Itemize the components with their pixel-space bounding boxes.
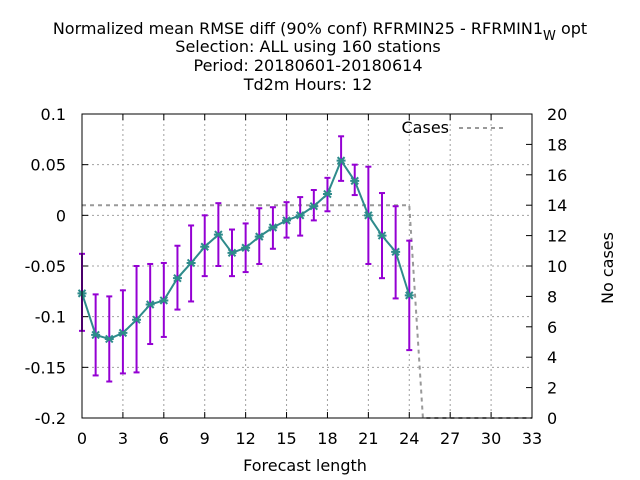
data-point xyxy=(282,216,292,225)
y-tick-label: -0.05 xyxy=(25,257,66,276)
y2-tick-label: 10 xyxy=(547,257,567,276)
data-point xyxy=(336,156,346,165)
x-axis-ticks: 0 3 6 9 12 15 18 21 24 27 30 33 xyxy=(77,114,542,448)
x-tick-label: 15 xyxy=(276,429,296,448)
data-point xyxy=(145,300,155,309)
y-tick-label: -0.15 xyxy=(25,358,66,377)
data-point xyxy=(213,230,223,239)
plot-frame xyxy=(81,113,533,419)
x-axis-label: Forecast length xyxy=(243,456,367,475)
data-point xyxy=(159,296,169,305)
data-point xyxy=(200,242,210,251)
y2-tick-label: 8 xyxy=(547,287,557,306)
x-tick-label: 21 xyxy=(358,429,378,448)
data-point xyxy=(268,223,278,232)
x-tick-label: 27 xyxy=(440,429,460,448)
y2-tick-label: 18 xyxy=(547,135,567,154)
title-line-3: Period: 20180601-20180614 xyxy=(193,56,422,75)
x-tick-label: 9 xyxy=(200,429,210,448)
x-tick-label: 30 xyxy=(481,429,501,448)
y2-axis-label: No cases xyxy=(598,232,617,304)
data-point xyxy=(350,176,360,186)
data-point xyxy=(172,273,182,283)
x-tick-label: 3 xyxy=(118,429,128,448)
y2-tick-label: 20 xyxy=(547,105,567,124)
title-line-4: Td2m Hours: 12 xyxy=(243,75,373,94)
data-point xyxy=(363,211,373,220)
x-tick-label: 0 xyxy=(77,429,87,448)
x-tick-label: 18 xyxy=(317,429,337,448)
y2-tick-label: 6 xyxy=(547,318,557,337)
x-tick-label: 6 xyxy=(159,429,169,448)
data-point xyxy=(309,202,319,211)
main-series xyxy=(77,156,414,344)
legend: Cases xyxy=(402,118,506,137)
title-line-1: Normalized mean RMSE diff (90% conf) RFR… xyxy=(53,19,587,44)
data-point xyxy=(391,247,401,257)
x-tick-label: 33 xyxy=(522,429,542,448)
data-point xyxy=(118,328,128,338)
y-tick-label: -0.2 xyxy=(35,409,66,428)
data-point xyxy=(132,315,142,324)
data-point xyxy=(322,189,332,199)
y2-tick-label: 2 xyxy=(547,379,557,398)
data-point xyxy=(186,258,196,268)
data-point xyxy=(91,330,101,340)
x-tick-label: 24 xyxy=(399,429,419,448)
y2-tick-label: 0 xyxy=(547,409,557,428)
legend-label-cases: Cases xyxy=(402,118,450,137)
y2-tick-label: 16 xyxy=(547,166,567,185)
y2-tick-label: 12 xyxy=(547,227,567,246)
data-point xyxy=(404,291,414,300)
y-tick-label: 0 xyxy=(56,206,66,225)
title-line-2: Selection: ALL using 160 stations xyxy=(175,37,440,56)
y-tick-label: 0.1 xyxy=(41,105,66,124)
x-tick-label: 12 xyxy=(235,429,255,448)
data-point xyxy=(377,231,387,240)
chart-title: Normalized mean RMSE diff (90% conf) RFR… xyxy=(53,19,587,94)
data-point xyxy=(104,334,114,344)
y2-tick-label: 14 xyxy=(547,196,567,215)
y-tick-label: -0.1 xyxy=(35,308,66,327)
y2-tick-label: 4 xyxy=(547,348,557,367)
data-point xyxy=(295,211,305,220)
data-point xyxy=(227,248,237,258)
y-axis-ticks: 0.1 0.05 0 -0.05 -0.1 -0.15 -0.2 xyxy=(25,105,88,428)
data-point xyxy=(254,232,264,241)
data-point xyxy=(241,243,251,252)
y-tick-label: 0.05 xyxy=(30,156,66,175)
